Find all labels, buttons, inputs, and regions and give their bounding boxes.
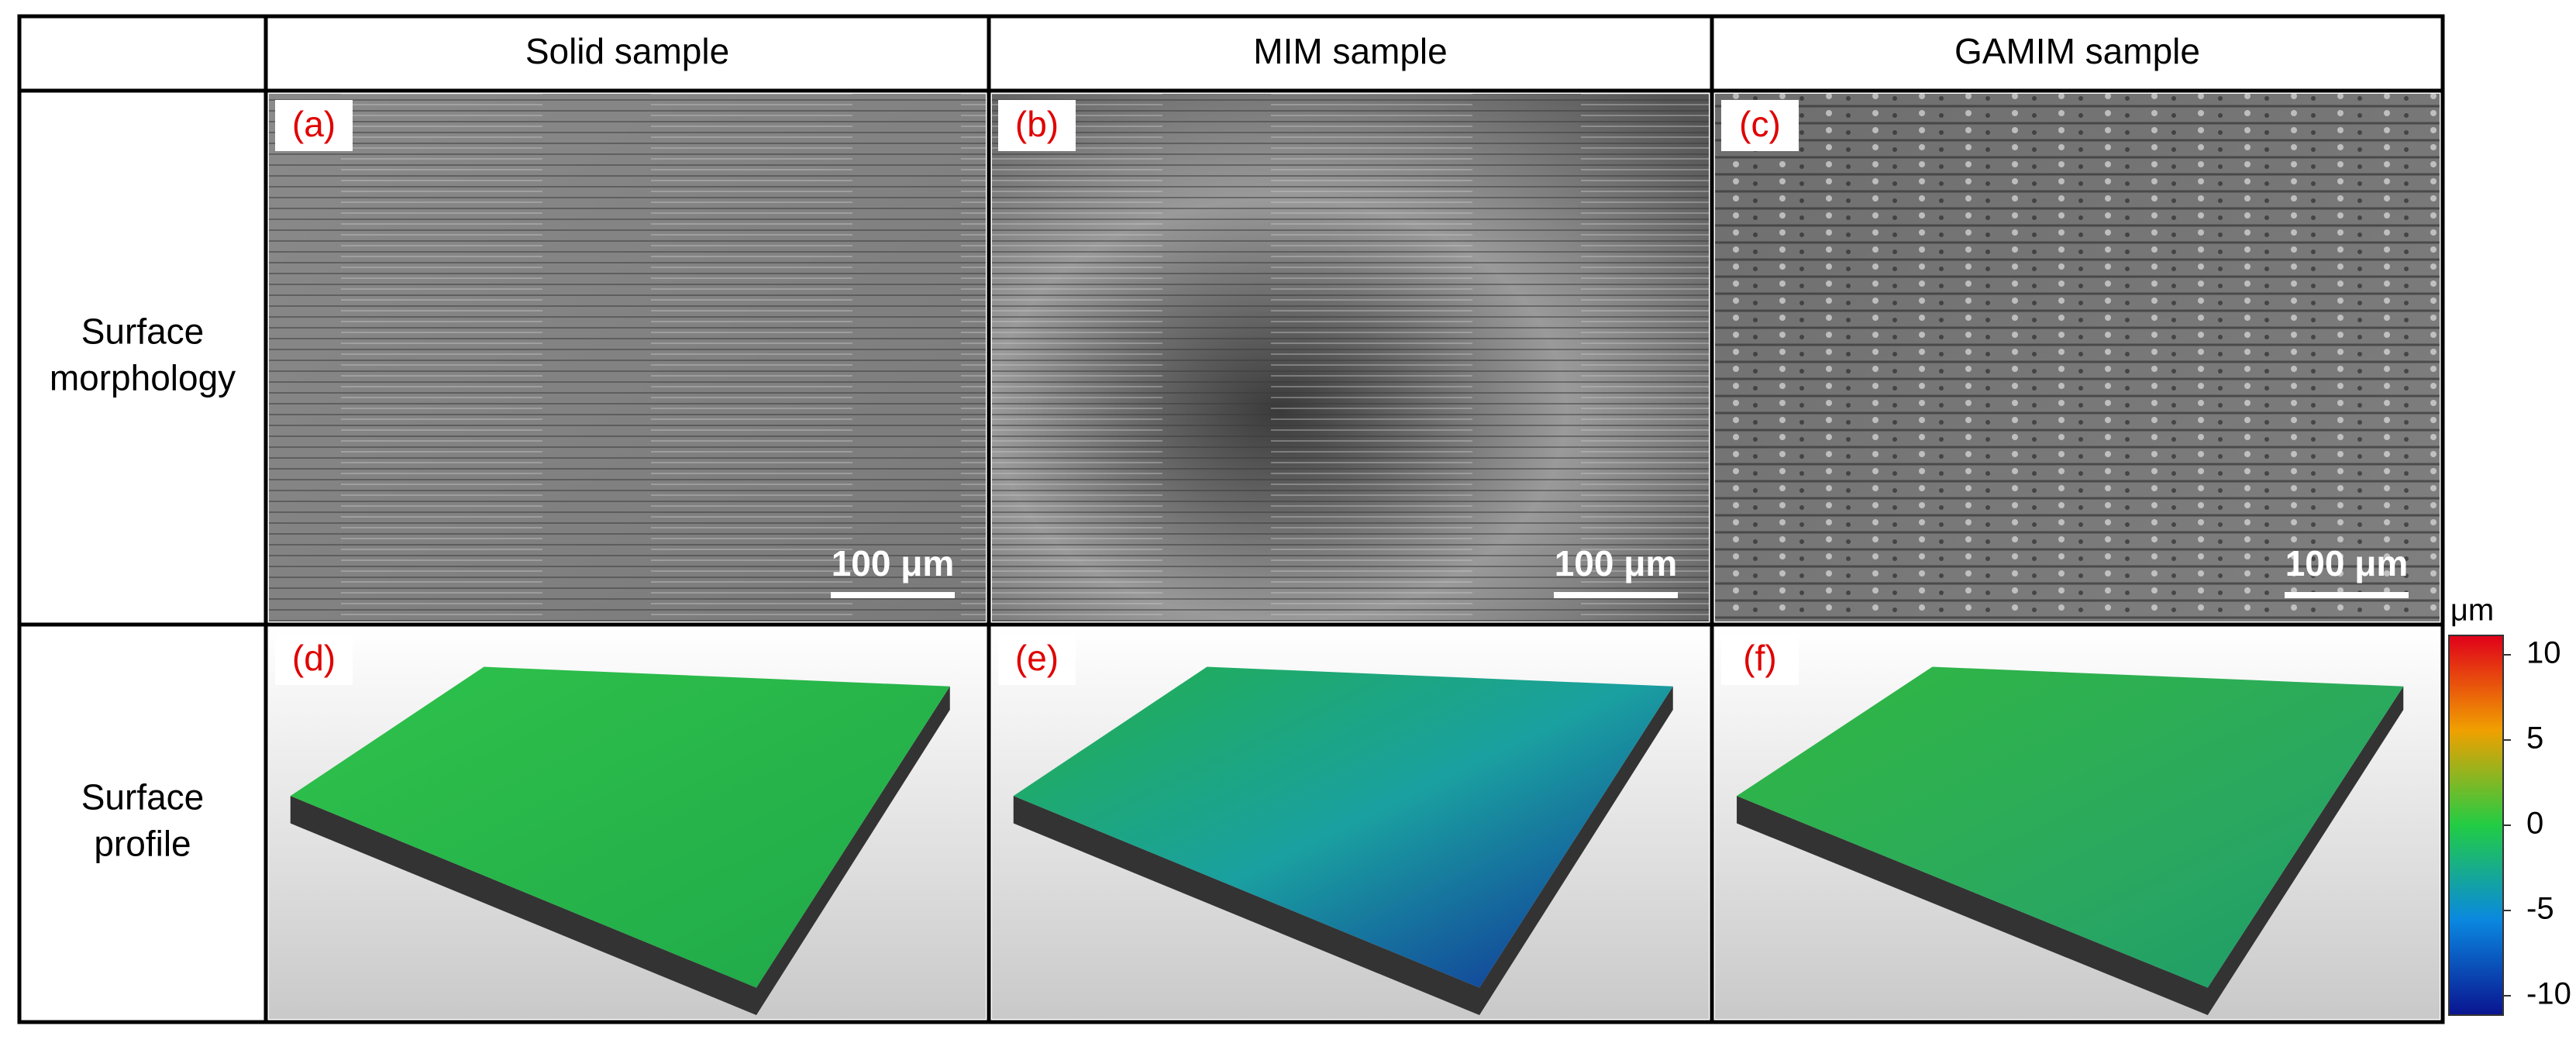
micrograph-texture [269,94,986,621]
row-label: profile [94,824,191,864]
scale-bar-label: 100 μm [832,543,955,583]
colorbar-tick-label: -10 [2526,977,2571,1011]
panel-label: (f) [1743,638,1776,678]
panel-label: (c) [1739,104,1781,144]
panel-label: (d) [292,638,336,678]
colorbar-unit: μm [2450,594,2494,628]
panel-label: (b) [1015,104,1059,144]
colorbar-tick-label: 0 [2526,807,2543,841]
row-label: Surface [81,777,205,818]
profile-surface [1013,666,1673,988]
panel-label-box [1721,100,1799,151]
scale-bar-label: 100 μm [1555,543,1678,583]
micrograph-texture [1715,94,2440,621]
profile-surface [1737,666,2404,988]
colorbar-tick-label: 10 [2526,636,2561,670]
row-label: Surface [81,312,205,352]
profile-side [1737,686,2404,1015]
column-header: Solid sample [525,31,729,71]
panel-label-box [1721,634,1799,685]
micrograph-texture [992,94,1709,621]
table-grid [17,14,2445,1024]
column-header: GAMIM sample [1954,31,2200,71]
profile-side [1013,686,1673,1015]
profile-surface [290,666,950,988]
profile-side [290,686,950,1015]
colorbar [2448,635,2504,1016]
row-label: morphology [50,358,236,398]
colorbar-tick-label: -5 [2526,892,2554,926]
panel-label-box [998,634,1076,685]
column-header: MIM sample [1253,31,1447,71]
colorbar-tick-label: 5 [2526,721,2543,756]
panel-label-box [275,634,353,685]
scale-bar-label: 100 μm [2285,543,2409,583]
panel-label: (e) [1015,638,1059,678]
panel-label: (a) [292,104,336,144]
panel-label-box [998,100,1076,151]
panel-label-box [275,100,353,151]
